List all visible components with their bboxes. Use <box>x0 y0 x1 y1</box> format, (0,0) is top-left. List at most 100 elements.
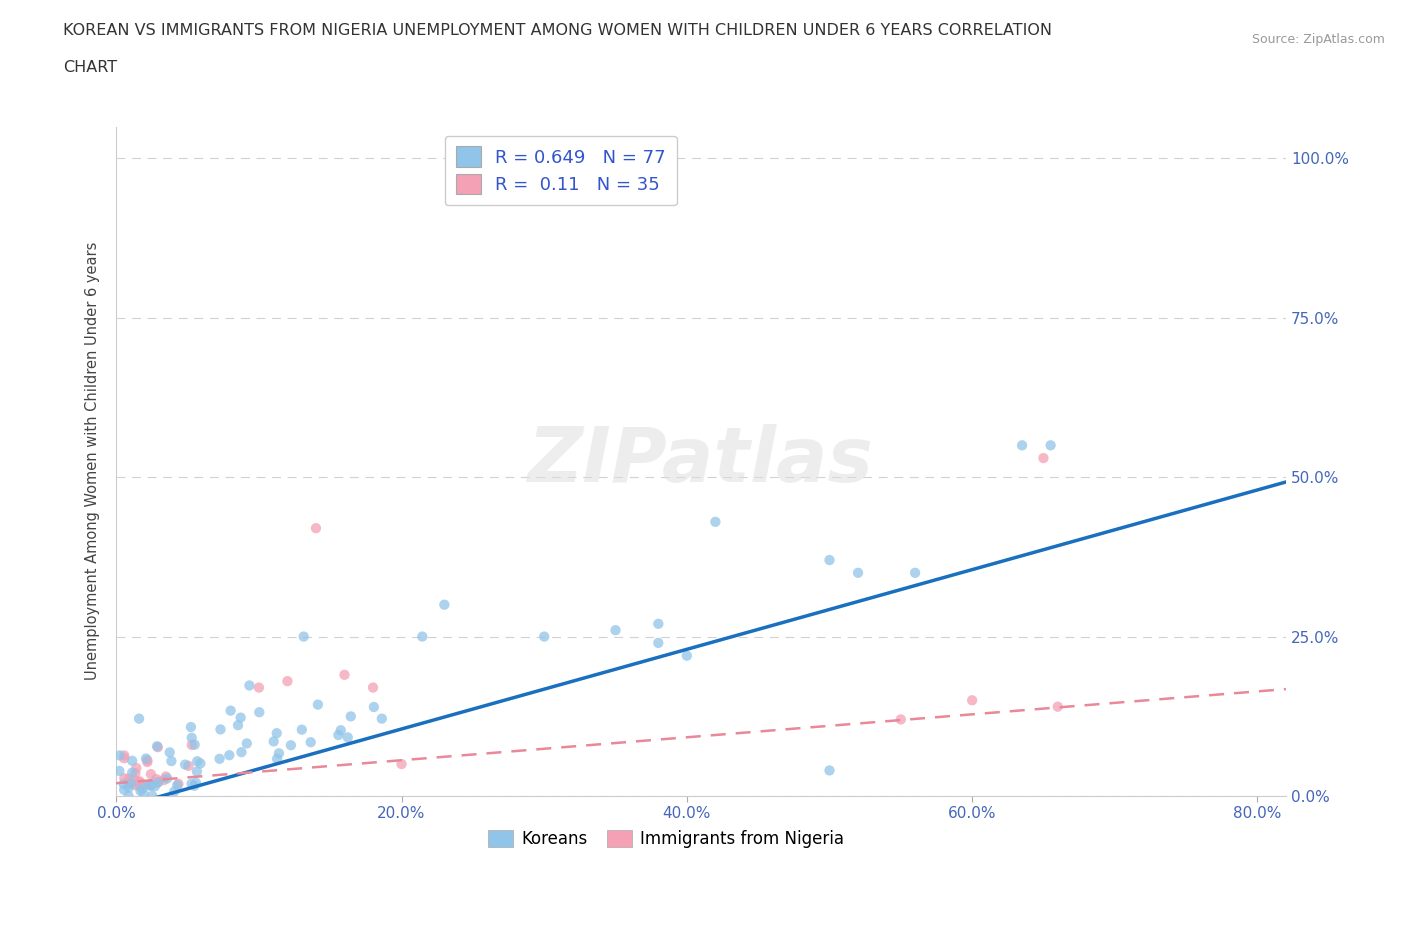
Point <box>339 709 361 724</box>
Point <box>904 565 927 580</box>
Point <box>818 552 841 567</box>
Point <box>118 780 141 795</box>
Point <box>112 751 135 765</box>
Point <box>124 777 146 792</box>
Point <box>118 771 141 786</box>
Point <box>219 703 242 718</box>
Point <box>152 773 174 788</box>
Point <box>128 774 150 789</box>
Point <box>238 678 260 693</box>
Point <box>141 789 163 804</box>
Point <box>280 737 302 752</box>
Text: KOREAN VS IMMIGRANTS FROM NIGERIA UNEMPLOYMENT AMONG WOMEN WITH CHILDREN UNDER 6: KOREAN VS IMMIGRANTS FROM NIGERIA UNEMPL… <box>63 23 1052 38</box>
Point <box>391 757 413 772</box>
Point <box>247 680 270 695</box>
Point <box>174 757 197 772</box>
Point <box>186 764 208 779</box>
Point <box>139 766 162 781</box>
Point <box>120 776 142 790</box>
Point <box>122 772 145 787</box>
Text: Source: ZipAtlas.com: Source: ZipAtlas.com <box>1251 33 1385 46</box>
Point <box>363 699 385 714</box>
Point <box>263 734 285 749</box>
Point <box>141 777 163 792</box>
Point <box>155 769 177 784</box>
Point <box>146 739 169 754</box>
Point <box>183 737 205 752</box>
Point <box>138 777 160 791</box>
Point <box>266 725 288 740</box>
Point <box>129 783 152 798</box>
Point <box>890 712 912 727</box>
Point <box>180 777 202 791</box>
Point <box>333 668 356 683</box>
Point <box>299 735 322 750</box>
Point <box>108 748 131 763</box>
Point <box>112 777 135 791</box>
Point <box>1346 151 1368 166</box>
Point <box>121 753 143 768</box>
Point <box>112 771 135 786</box>
Point <box>336 730 359 745</box>
Point <box>139 778 162 793</box>
Point <box>236 736 259 751</box>
Point <box>112 782 135 797</box>
Point <box>180 730 202 745</box>
Point <box>184 776 207 790</box>
Point <box>361 680 384 695</box>
Point <box>132 777 155 791</box>
Point <box>231 745 253 760</box>
Point <box>218 748 240 763</box>
Point <box>267 746 290 761</box>
Point <box>208 751 231 766</box>
Point <box>647 617 669 631</box>
Point <box>139 778 162 793</box>
Point <box>305 521 328 536</box>
Point <box>433 597 456 612</box>
Point <box>135 751 157 766</box>
Y-axis label: Unemployment Among Women with Children Under 6 years: Unemployment Among Women with Children U… <box>86 242 100 681</box>
Point <box>183 778 205 793</box>
Point <box>180 737 202 752</box>
Point <box>209 722 232 737</box>
Point <box>128 775 150 790</box>
Point <box>329 723 352 737</box>
Point <box>1368 151 1391 166</box>
Point <box>156 771 179 786</box>
Point <box>292 629 315 644</box>
Point <box>124 765 146 780</box>
Point <box>160 753 183 768</box>
Point <box>647 635 669 650</box>
Point <box>276 673 298 688</box>
Point <box>131 781 153 796</box>
Point <box>1039 438 1062 453</box>
Point <box>1011 438 1033 453</box>
Point <box>136 754 159 769</box>
Point <box>411 629 433 644</box>
Point <box>166 777 188 792</box>
Point <box>146 776 169 790</box>
Point <box>132 787 155 802</box>
Point <box>229 711 252 725</box>
Point <box>818 763 841 777</box>
Point <box>266 751 288 766</box>
Point <box>146 738 169 753</box>
Point <box>121 765 143 780</box>
Legend: Koreans, Immigrants from Nigeria: Koreans, Immigrants from Nigeria <box>481 823 851 855</box>
Point <box>129 779 152 794</box>
Point <box>1032 451 1054 466</box>
Point <box>145 772 167 787</box>
Point <box>846 565 869 580</box>
Point <box>704 514 727 529</box>
Point <box>108 764 131 778</box>
Point <box>371 711 394 726</box>
Point <box>960 693 983 708</box>
Point <box>186 754 208 769</box>
Point <box>226 718 249 733</box>
Point <box>163 784 186 799</box>
Point <box>180 720 202 735</box>
Point <box>159 745 181 760</box>
Point <box>143 779 166 794</box>
Point <box>167 777 190 791</box>
Point <box>190 756 212 771</box>
